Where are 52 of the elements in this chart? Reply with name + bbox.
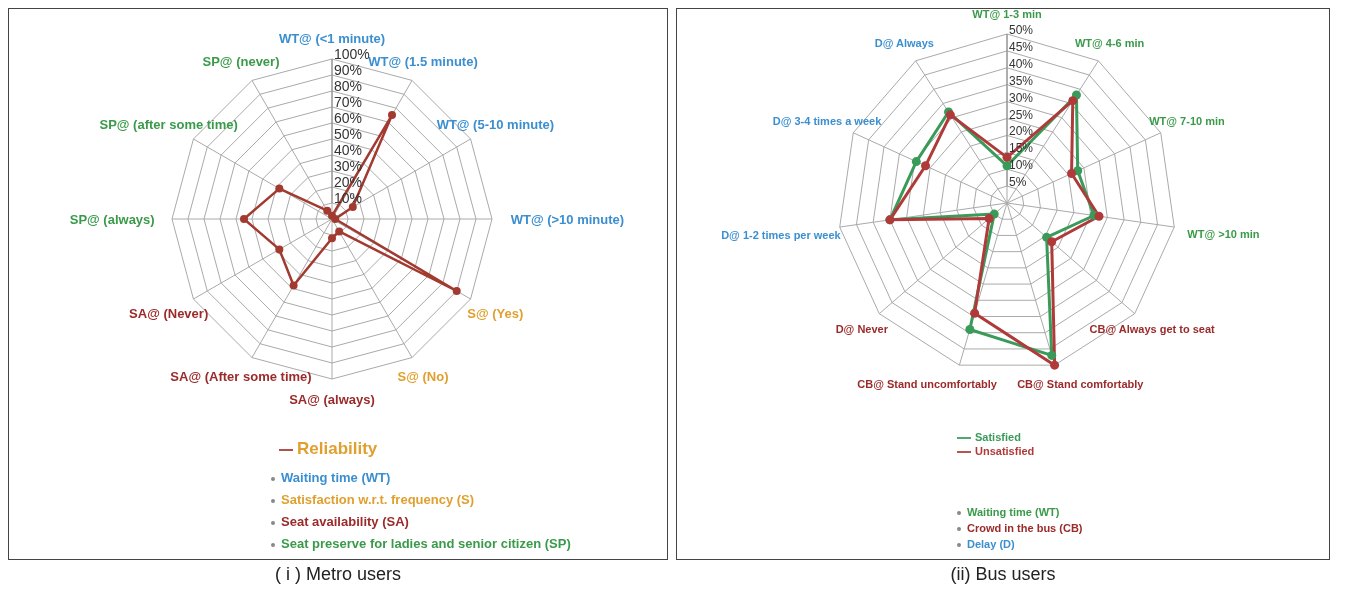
y-tick-label: 40%: [1009, 56, 1034, 71]
y-tick-label: 25%: [1009, 107, 1034, 122]
y-tick-label: 90%: [334, 62, 363, 78]
spoke-label: S@ (Yes): [467, 305, 524, 321]
y-tick-label: 80%: [334, 78, 363, 94]
spoke-label: SA@ (always): [289, 392, 375, 408]
text: (ii) Bus users: [949, 564, 1057, 585]
legend-label: Reliability: [297, 439, 378, 458]
spoke-label: SP@ (never): [202, 53, 280, 69]
spoke-label: WT@ (>10 minute): [510, 211, 625, 227]
y-tick-label: 70%: [334, 94, 363, 110]
spoke-label: SA@ (Never): [129, 305, 209, 321]
spoke-label: SP@ (after some time): [99, 117, 238, 133]
spoke-label: D@ Never: [835, 322, 889, 335]
text: Delay (D): [967, 538, 1015, 550]
y-tick-label: 50%: [1009, 23, 1034, 37]
spoke-label: CB@ Stand comfortably: [1017, 378, 1145, 391]
spoke-label: SP@ (always): [69, 211, 155, 227]
legend-label: Unsatisfied: [975, 444, 1035, 457]
spoke-label: SA@ (After some time): [170, 369, 312, 385]
spoke-label: D@ 1-2 times per week: [721, 229, 842, 242]
spoke-label: WT@ (5-10 minute): [436, 117, 555, 133]
y-tick-label: 30%: [334, 158, 363, 174]
y-tick-label: 100%: [334, 46, 370, 62]
text: ( i ) Metro users: [274, 564, 402, 585]
spoke-label: WT@ 4-6 min: [1074, 37, 1145, 50]
y-tick-label: 60%: [334, 110, 363, 126]
spoke-label: WT@ >10 min: [1187, 227, 1260, 240]
y-tick-label: 10%: [1009, 158, 1034, 173]
y-tick-label: 5%: [1009, 175, 1027, 190]
legend-label: Satisfied: [975, 430, 1021, 443]
spoke-label: S@ (No): [397, 369, 449, 385]
y-tick-label: 30%: [1009, 90, 1034, 105]
spoke-label: WT@ (<1 minute): [278, 30, 386, 46]
spoke-label: CB@ Stand uncomfortably: [857, 378, 998, 391]
spoke-label: D@ Always: [874, 37, 934, 50]
text: Seat availability (SA): [281, 514, 409, 529]
text: Satisfaction w.r.t. frequency (S): [281, 492, 475, 507]
y-tick-label: 50%: [334, 126, 363, 142]
y-tick-label: 35%: [1009, 73, 1034, 88]
y-tick-label: 45%: [1009, 39, 1034, 54]
spoke-label: WT@ (1.5 minute): [368, 53, 478, 69]
text: Crowd in the bus (CB): [967, 522, 1083, 534]
y-tick-label: 40%: [334, 142, 363, 158]
text: Seat preserve for ladies and senior citizen (SP): [281, 536, 571, 551]
y-tick-label: 20%: [1009, 124, 1034, 139]
spoke-label: WT@ 1-3 min: [972, 8, 1042, 21]
text: Waiting time (WT): [967, 506, 1060, 518]
text: Waiting time (WT): [281, 470, 391, 485]
spoke-label: CB@ Always get to seat: [1089, 322, 1216, 335]
spoke-label: D@ 3-4 times a week: [772, 114, 883, 127]
spoke-label: WT@ 7-10 min: [1149, 114, 1226, 127]
